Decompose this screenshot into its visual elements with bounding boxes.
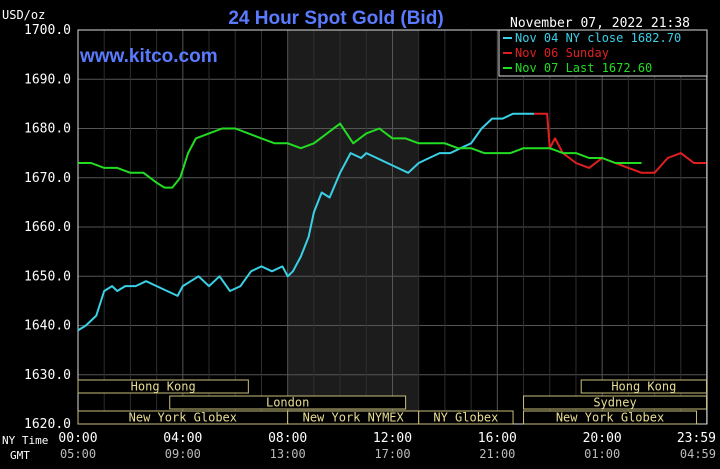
- x-tick-label-ny: 08:00: [268, 431, 307, 446]
- x-tick-label-ny: 23:59: [677, 431, 716, 446]
- y-tick-label: 1700.0: [24, 23, 71, 38]
- session-bar: [580, 379, 707, 394]
- session-bars: Hong Kong London New York Globex New York N…: [77, 379, 707, 425]
- session-bar: [523, 395, 707, 410]
- legend-box: [498, 29, 708, 77]
- series-line-1: [77, 112, 534, 332]
- session-bar: [418, 410, 514, 425]
- session-bar: [77, 379, 249, 394]
- y-tick-label: 1660.0: [24, 220, 71, 235]
- site-watermark: www.kitco.com: [79, 46, 218, 67]
- x-tick-label-ny: 04:00: [163, 431, 202, 446]
- y-tick-label: 1640.0: [24, 319, 71, 334]
- session-label: Hong Kong: [611, 380, 676, 394]
- legend-label: Nov 07 Last 1672.60: [515, 61, 652, 75]
- x-tick-label-gmt: 21:00: [479, 447, 515, 461]
- session-label: New York Globex: [556, 411, 664, 425]
- x-tick-label-gmt: 13:00: [270, 447, 306, 461]
- y-tick-label: 1690.0: [24, 72, 71, 87]
- session-label: New York Globex: [129, 411, 237, 425]
- y-axis-label: USD/oz: [2, 8, 45, 22]
- session-label: NY Globex: [433, 411, 498, 425]
- x-tick-label-ny: 00:00: [58, 431, 97, 446]
- x-tick-label-ny: 20:00: [583, 431, 622, 446]
- series-layer: [77, 112, 707, 332]
- y-tick-label: 1620.0: [24, 417, 71, 432]
- x-axis-label-gmt: GMT: [10, 449, 30, 462]
- y-tick-label: 1680.0: [24, 122, 71, 137]
- session-label: Hong Kong: [131, 380, 196, 394]
- x-tick-label-gmt: 01:00: [584, 447, 620, 461]
- legend-label: Nov 04 NY close 1682.70: [515, 31, 681, 45]
- session-bar: [523, 410, 698, 425]
- x-tick-label-gmt: 09:00: [165, 447, 201, 461]
- session-label: Sydney: [593, 396, 636, 410]
- session-bar: [169, 395, 407, 410]
- x-tick-label-ny: 16:00: [478, 431, 517, 446]
- chart-title: 24 Hour Spot Gold (Bid): [228, 8, 443, 29]
- x-tick-label-ny: 12:00: [373, 431, 412, 446]
- x-axis-label-ny: NY Time: [2, 434, 48, 447]
- x-tick-label-gmt: 17:00: [374, 447, 410, 461]
- y-axis-ticks: 1700.0 1690.0 1680.0 1670.0 1660.0 1650.0 1640…: [24, 23, 71, 432]
- session-label: New York NYMEX: [303, 411, 405, 425]
- x-tick-label-gmt: 04:59: [680, 447, 716, 461]
- y-tick-label: 1650.0: [24, 269, 71, 284]
- legend-label: Nov 06 Sunday: [515, 46, 609, 60]
- x-tick-label-gmt: 05:00: [60, 447, 96, 461]
- timestamp: November 07, 2022 21:38: [510, 16, 690, 31]
- series-line-3: [78, 122, 642, 189]
- y-tick-label: 1670.0: [24, 171, 71, 186]
- grid-lines: [77, 29, 707, 425]
- session-label: London: [266, 396, 309, 410]
- y-tick-label: 1630.0: [24, 368, 71, 383]
